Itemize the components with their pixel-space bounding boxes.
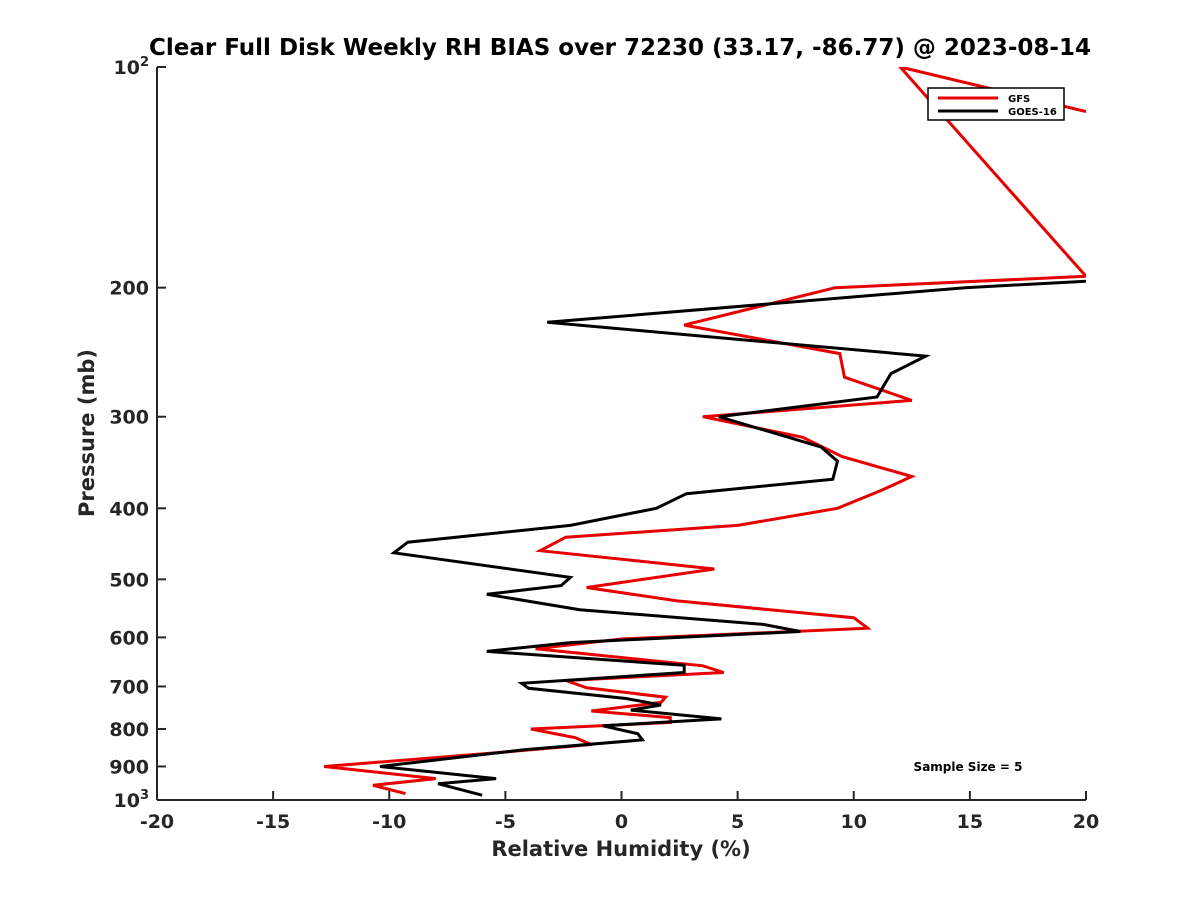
x-tick-label: -5 <box>495 811 516 833</box>
y-tick-label: 500 <box>109 569 149 591</box>
series-line-goes-16 <box>379 279 1086 797</box>
plot-area <box>324 67 1086 797</box>
x-tick-label: 5 <box>731 811 744 833</box>
x-tick-label: 0 <box>615 811 628 833</box>
sample-size-annotation: Sample Size = 5 <box>914 760 1023 774</box>
y-axis-label: Pressure (mb) <box>75 349 99 517</box>
legend-box <box>927 87 1065 121</box>
x-tick-label: -15 <box>256 811 290 833</box>
y-tick-label: 700 <box>109 676 149 698</box>
chart-title: Clear Full Disk Weekly RH BIAS over 7223… <box>149 35 1091 61</box>
y-tick-label: 900 <box>109 756 149 778</box>
y-tick-label: 300 <box>109 407 149 429</box>
axes: -20 -15 -10 -5 0 5 10 15 20 102 200 300 400 500 600 700… <box>109 55 1099 833</box>
x-tick-label: 20 <box>1073 811 1099 833</box>
x-tick-label: -10 <box>372 811 406 833</box>
y-tick-label: 600 <box>109 627 149 649</box>
legend: GFS GOES-16 <box>927 87 1065 121</box>
x-tick-label: -20 <box>140 811 174 833</box>
x-axis-label: Relative Humidity (%) <box>491 837 750 861</box>
x-tick-label: 15 <box>957 811 983 833</box>
y-tick-label: 800 <box>109 719 149 741</box>
y-tick-label: 400 <box>109 498 149 520</box>
x-tick-label: 10 <box>841 811 867 833</box>
y-tick-label: 103 <box>114 788 150 812</box>
y-tick-label: 200 <box>109 278 149 300</box>
legend-label: GFS <box>1008 94 1030 105</box>
legend-label: GOES-16 <box>1008 107 1057 118</box>
y-tick-label: 102 <box>114 55 150 79</box>
series-line-gfs <box>324 67 1086 796</box>
